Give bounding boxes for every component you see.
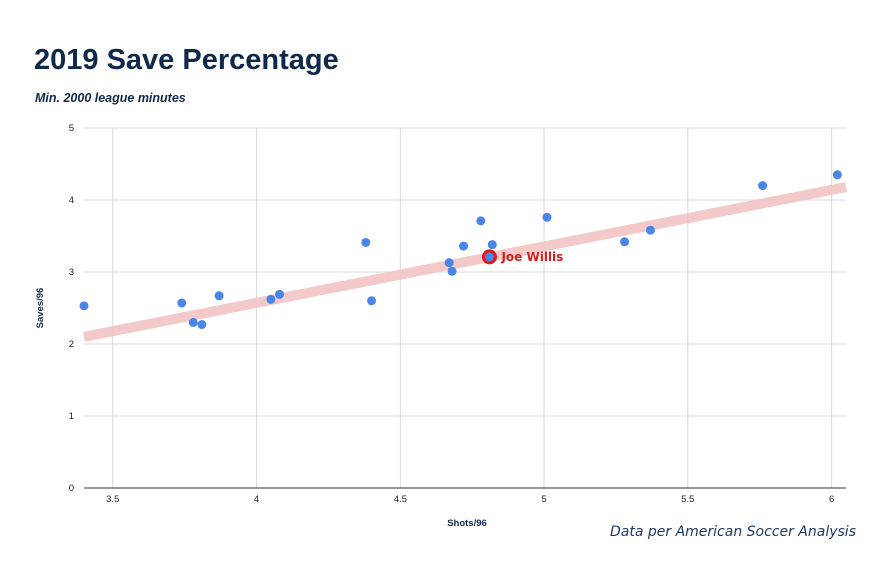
y-tick-label: 4	[69, 195, 74, 206]
x-tick-label: 6	[829, 494, 834, 505]
data-point	[542, 212, 552, 222]
data-points: Joe Willis	[79, 170, 842, 330]
y-tick-label: 0	[69, 483, 74, 494]
chart-subtitle: Min. 2000 league minutes	[35, 91, 186, 105]
data-point	[645, 225, 655, 235]
data-point	[177, 298, 187, 308]
grid	[84, 127, 846, 488]
data-source-note: Data per American Soccer Analysis	[609, 524, 856, 540]
data-point	[188, 317, 198, 327]
point-annotation: Joe Willis	[500, 250, 563, 264]
x-tick-label: 4.5	[394, 494, 407, 505]
data-point	[361, 237, 371, 247]
data-point	[447, 266, 457, 276]
data-point	[79, 301, 89, 311]
data-point	[620, 237, 630, 247]
trendline-layer	[83, 182, 847, 342]
y-tick-label: 3	[69, 267, 74, 278]
y-tick-label: 2	[69, 339, 74, 350]
data-point	[266, 294, 276, 304]
data-point	[758, 181, 768, 191]
data-point	[367, 296, 377, 306]
data-point	[476, 216, 486, 226]
data-point	[487, 240, 497, 250]
data-point-highlighted	[484, 252, 494, 262]
x-axis-label: Shots/96	[447, 518, 487, 529]
tick-labels: 0 1 2 3 4 5 3.5 4 4.5 5 5.5 6	[69, 123, 835, 505]
x-tick-label: 3.5	[106, 494, 119, 505]
data-point	[832, 170, 842, 180]
y-tick-label: 5	[69, 123, 74, 134]
x-tick-label: 5.5	[681, 494, 694, 505]
data-point	[275, 289, 285, 299]
data-point	[444, 258, 454, 268]
chart-title: 2019 Save Percentage	[34, 44, 339, 76]
x-tick-label: 5	[541, 494, 546, 505]
y-axis-label: Saves/96	[35, 288, 46, 329]
data-point	[459, 241, 469, 251]
data-point	[214, 291, 224, 301]
x-tick-label: 4	[254, 494, 259, 505]
data-point	[197, 320, 207, 330]
y-tick-label: 1	[69, 411, 74, 422]
trendline	[83, 182, 847, 342]
